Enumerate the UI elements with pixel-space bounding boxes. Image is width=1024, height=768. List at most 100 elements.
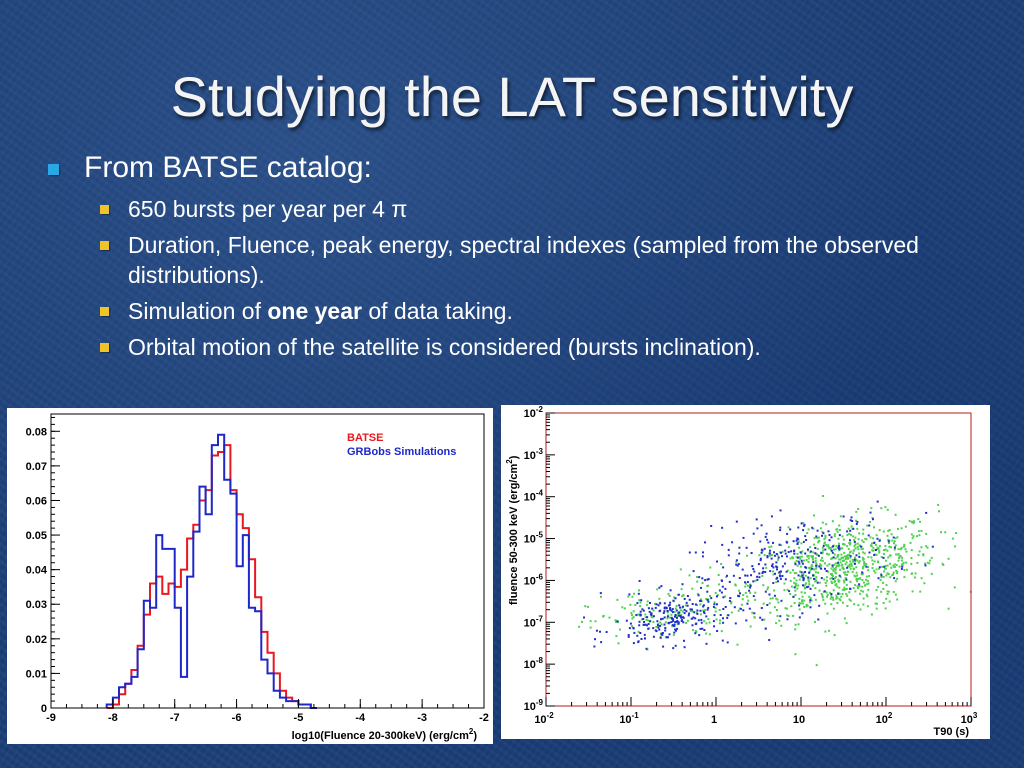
scatter-point: [697, 594, 700, 597]
scatter-point: [779, 577, 782, 580]
scatter-point: [589, 626, 592, 629]
scatter-point: [804, 571, 807, 573]
scatter-point: [702, 604, 705, 607]
scatter-point: [879, 578, 882, 581]
scatter-point: [807, 578, 810, 581]
scatter-point: [682, 605, 684, 608]
scatter-point: [649, 620, 652, 623]
scatter-point: [617, 642, 620, 645]
scatter-point: [909, 541, 912, 544]
scatter-point: [667, 636, 669, 639]
scatter-point: [830, 567, 833, 570]
scatter-point: [910, 520, 913, 523]
scatter-point: [827, 544, 830, 547]
scatter-point: [770, 557, 773, 560]
scatter-point: [829, 548, 832, 551]
scatter-point: [625, 619, 628, 622]
scatter-point: [818, 581, 821, 584]
scatter-point: [858, 577, 861, 580]
scatter-point: [797, 556, 799, 559]
scatter-point: [660, 585, 663, 588]
scatter-point: [849, 519, 852, 522]
scatter-point: [742, 609, 745, 612]
scatter-point: [589, 620, 592, 623]
scatter-point: [648, 610, 651, 613]
scatter-point: [804, 574, 807, 577]
scatter-point: [643, 621, 646, 623]
scatter-point: [773, 554, 776, 557]
scatter-point: [904, 548, 907, 551]
scatter-point: [883, 570, 886, 573]
scatter-point: [844, 571, 847, 574]
scatter-point: [675, 609, 678, 612]
scatter-point: [830, 557, 833, 560]
scatter-point: [842, 543, 844, 545]
scatter-point: [876, 560, 879, 563]
scatter-point: [670, 609, 673, 612]
scatter-point: [900, 546, 903, 549]
scatter-point: [616, 598, 619, 601]
scatter-point: [672, 619, 675, 622]
scatter-point: [659, 624, 662, 627]
scatter-point: [762, 567, 765, 570]
scatter-point: [832, 548, 835, 551]
scatter-point: [654, 629, 657, 632]
scatter-point: [799, 570, 801, 573]
scatter-point: [832, 569, 835, 572]
scatter-point: [669, 608, 672, 611]
scatter-point: [862, 551, 865, 554]
y-tick-label: 10-7: [524, 614, 544, 629]
scatter-point: [783, 582, 786, 585]
scatter-point: [695, 630, 698, 633]
scatter-point: [761, 575, 764, 577]
scatter-point: [800, 542, 803, 545]
scatter-point: [730, 602, 733, 605]
scatter-point: [856, 520, 859, 523]
scatter-point: [816, 529, 819, 532]
y-axis-label: fluence 50-300 keV (erg/cm2): [505, 455, 520, 605]
scatter-point: [680, 613, 683, 616]
scatter-point: [753, 570, 756, 573]
scatter-point: [871, 517, 874, 519]
scatter-point: [814, 620, 816, 623]
scatter-point: [800, 555, 803, 558]
scatter-point: [695, 622, 698, 625]
scatter-point: [858, 585, 861, 588]
scatter-point: [905, 550, 908, 553]
scatter-point: [659, 635, 662, 638]
scatter-point: [831, 566, 834, 568]
scatter-point: [855, 578, 858, 581]
x-axis-label-main: log10(Fluence 20-300keV) (erg/cm: [292, 730, 470, 742]
scatter-point: [659, 636, 662, 639]
scatter-point: [864, 563, 867, 566]
scatter-point: [814, 587, 817, 590]
scatter-point: [780, 599, 783, 602]
scatter-point: [704, 541, 706, 544]
scatter-point: [675, 629, 677, 632]
scatter-point: [637, 640, 640, 643]
scatter-point: [831, 582, 833, 584]
scatter-point: [865, 575, 868, 578]
scatter-point: [857, 561, 860, 564]
scatter-point: [758, 576, 761, 579]
scatter-point: [899, 555, 902, 557]
scatter-point: [644, 613, 647, 616]
scatter-point: [835, 583, 838, 586]
scatter-point: [845, 622, 848, 625]
scatter-point: [671, 611, 674, 614]
scatter-point: [652, 635, 655, 638]
scatter-point: [775, 565, 778, 568]
scatter-point: [656, 588, 659, 591]
scatter-point: [785, 607, 788, 610]
scatter-point: [917, 530, 920, 533]
sub-bullet: Orbital motion of the satellite is consi…: [44, 332, 1004, 362]
scatter-point: [825, 544, 828, 546]
scatter-point: [691, 603, 694, 605]
scatter-point: [954, 545, 957, 548]
x-tick-label: -7: [170, 712, 180, 724]
scatter-point: [666, 611, 669, 614]
scatter-point: [654, 602, 657, 605]
scatter-point: [708, 633, 711, 636]
scatter-point: [692, 570, 695, 573]
scatter-point: [857, 538, 860, 541]
